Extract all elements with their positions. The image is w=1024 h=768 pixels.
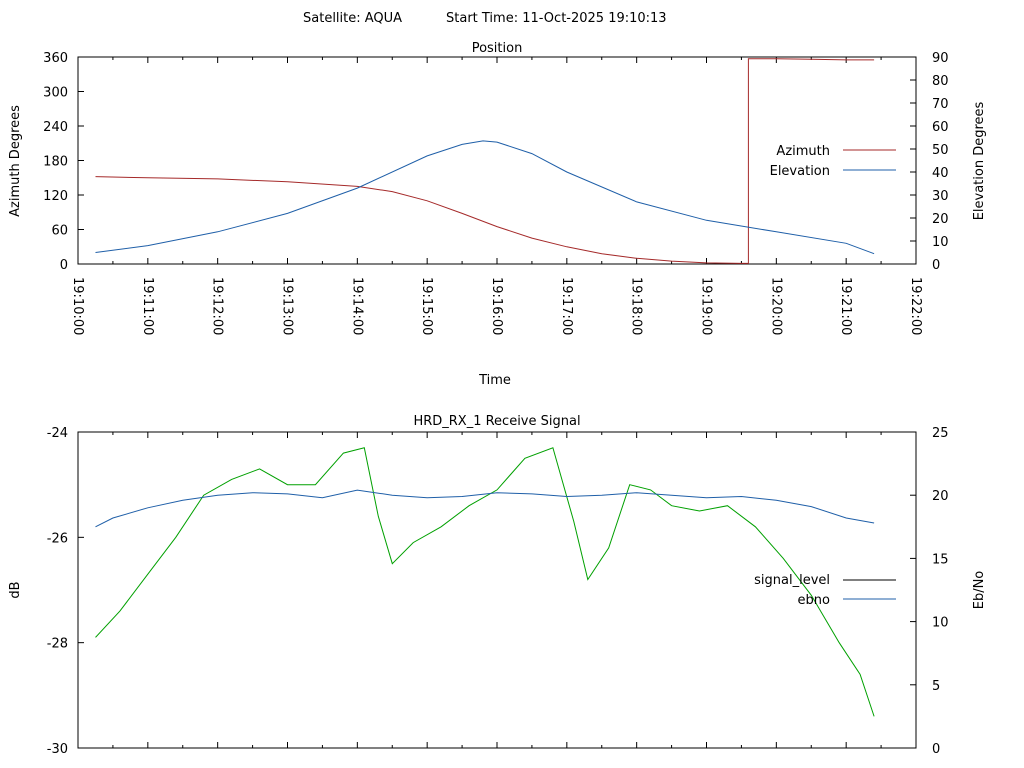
- position-x-axis: 19:10:00 19:11:00 19:12:00 19:13:00 19:14:00…: [70, 57, 923, 335]
- receive-y2-axis-label: Eb/No: [972, 571, 987, 610]
- y-tick-label: -30: [47, 742, 68, 757]
- y2-tick-label: 70: [932, 97, 949, 112]
- x-tick-label: 19:15:00: [419, 277, 434, 335]
- satellite-title: Satellite: AQUA: [303, 11, 402, 26]
- series-line-azimuth: [95, 58, 875, 264]
- legend-ebno-label: ebno: [798, 593, 830, 608]
- position-y-axis-label: Azimuth Degrees: [8, 105, 23, 217]
- series-line-ebno: [95, 489, 875, 528]
- x-tick-label: 19:17:00: [559, 277, 574, 335]
- y2-tick-label: 80: [932, 74, 949, 89]
- position-chart-title: Position: [472, 41, 523, 56]
- x-tick-label: 19:10:00: [70, 277, 85, 335]
- y2-tick-label: 20: [932, 212, 949, 227]
- y-tick-label: 120: [43, 189, 68, 204]
- y-tick-label: -26: [47, 531, 68, 546]
- x-tick-label: 19:18:00: [629, 277, 644, 335]
- y2-tick-label: 90: [932, 51, 949, 66]
- x-tick-label: 19:20:00: [768, 277, 783, 335]
- receive-series: [95, 447, 875, 717]
- y-tick-label: 60: [51, 224, 68, 239]
- x-tick-label: 19:19:00: [699, 277, 714, 335]
- position-legend: Azimuth Elevation: [770, 144, 896, 179]
- y2-tick-label: 40: [932, 166, 949, 181]
- y-tick-label: 360: [43, 51, 68, 66]
- receive-signal-chart: HRD_RX_1 Receive Signal -30 -28 -26 -24 0 5 1…: [8, 414, 987, 757]
- y2-tick-label: 30: [932, 189, 949, 204]
- position-left-axis: 0 60 120 180 240 300 360: [43, 51, 84, 273]
- series-line-signal-level: [95, 447, 875, 717]
- y2-tick-label: 10: [932, 616, 949, 631]
- position-y2-axis-label: Elevation Degrees: [972, 101, 987, 220]
- position-chart: Position 0 60 120 180 240 300 360 0 10 20 30 40 50 6…: [8, 41, 987, 388]
- receive-right-axis: 0 5 10 15 20 25: [910, 426, 949, 757]
- x-tick-label: 19:22:00: [908, 277, 923, 335]
- receive-plot-frame: [77, 431, 917, 749]
- y2-tick-label: 60: [932, 120, 949, 135]
- position-right-axis: 0 10 20 30 40 50 60 70 80 90: [910, 51, 949, 273]
- receive-x-axis: [77, 432, 917, 748]
- y2-tick-label: 10: [932, 235, 949, 250]
- y2-tick-label: 15: [932, 552, 949, 567]
- receive-y-axis-label: dB: [8, 581, 23, 598]
- y-tick-label: -24: [47, 426, 68, 441]
- x-tick-label: 19:14:00: [349, 277, 364, 335]
- x-tick-label: 19:11:00: [140, 277, 155, 335]
- y2-tick-label: 50: [932, 143, 949, 158]
- y2-tick-label: 0: [932, 742, 940, 757]
- y-tick-label: -28: [47, 637, 68, 652]
- receive-signal-chart-title: HRD_RX_1 Receive Signal: [413, 414, 580, 429]
- legend-azimuth-label: Azimuth: [776, 144, 830, 159]
- y-tick-label: 180: [43, 155, 68, 170]
- y-tick-label: 240: [43, 120, 68, 135]
- y-tick-label: 0: [60, 258, 68, 273]
- y2-tick-label: 5: [932, 679, 940, 694]
- series-line-elevation: [95, 140, 875, 255]
- x-tick-label: 19:16:00: [489, 277, 504, 335]
- position-plot-frame: [77, 56, 917, 265]
- legend-elevation-label: Elevation: [770, 164, 830, 179]
- legend-signal-level-label: signal_level: [754, 573, 830, 588]
- position-series: [95, 58, 875, 264]
- start-time-title: Start Time: 11-Oct-2025 19:10:13: [446, 11, 667, 26]
- receive-left-axis: -30 -28 -26 -24: [47, 426, 84, 757]
- x-tick-label: 19:13:00: [280, 277, 295, 335]
- y2-tick-label: 20: [932, 489, 949, 504]
- x-tick-label: 19:21:00: [838, 277, 853, 335]
- receive-legend: signal_level ebno: [754, 573, 896, 608]
- y2-tick-label: 25: [932, 426, 949, 441]
- position-x-axis-label: Time: [478, 373, 511, 388]
- y-tick-label: 300: [43, 86, 68, 101]
- x-tick-label: 19:12:00: [210, 277, 225, 335]
- y2-tick-label: 0: [932, 258, 940, 273]
